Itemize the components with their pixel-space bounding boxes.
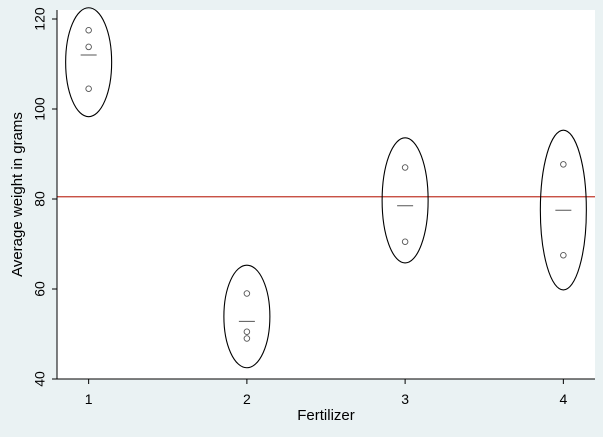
x-tick-label: 3 (401, 391, 409, 407)
data-point (85, 27, 92, 34)
groups-layer (65, 7, 587, 369)
x-tick-label: 2 (243, 391, 251, 407)
y-tick-label: 80 (32, 191, 48, 207)
x-tick-label: 1 (85, 391, 93, 407)
axes-layer: 1 2 3 4 40 60 80 100 120 (32, 7, 595, 407)
data-point (243, 328, 251, 336)
data-point (560, 251, 567, 259)
plot-area (57, 10, 595, 379)
group-ellipse (539, 129, 587, 291)
y-axis-title: Average weight in grams (9, 112, 26, 277)
data-point (401, 238, 409, 245)
data-point (560, 161, 567, 168)
data-point (243, 290, 251, 297)
group-ellipse (223, 264, 271, 369)
group-1 (65, 7, 113, 118)
x-tick-label: 4 (559, 391, 567, 407)
group-2 (223, 264, 271, 369)
group-3 (381, 137, 429, 264)
x-axis-title: Fertilizer (297, 407, 355, 424)
data-point (85, 43, 92, 51)
data-point (401, 164, 409, 171)
data-point (243, 335, 251, 342)
group-4 (539, 129, 587, 291)
y-tick-label: 120 (32, 7, 48, 31)
data-point (85, 85, 92, 92)
group-ellipse (381, 137, 429, 264)
y-tick-label: 40 (32, 371, 48, 387)
group-ellipse (65, 7, 113, 118)
y-tick-label: 100 (32, 97, 48, 121)
y-tick-label: 60 (32, 281, 48, 297)
